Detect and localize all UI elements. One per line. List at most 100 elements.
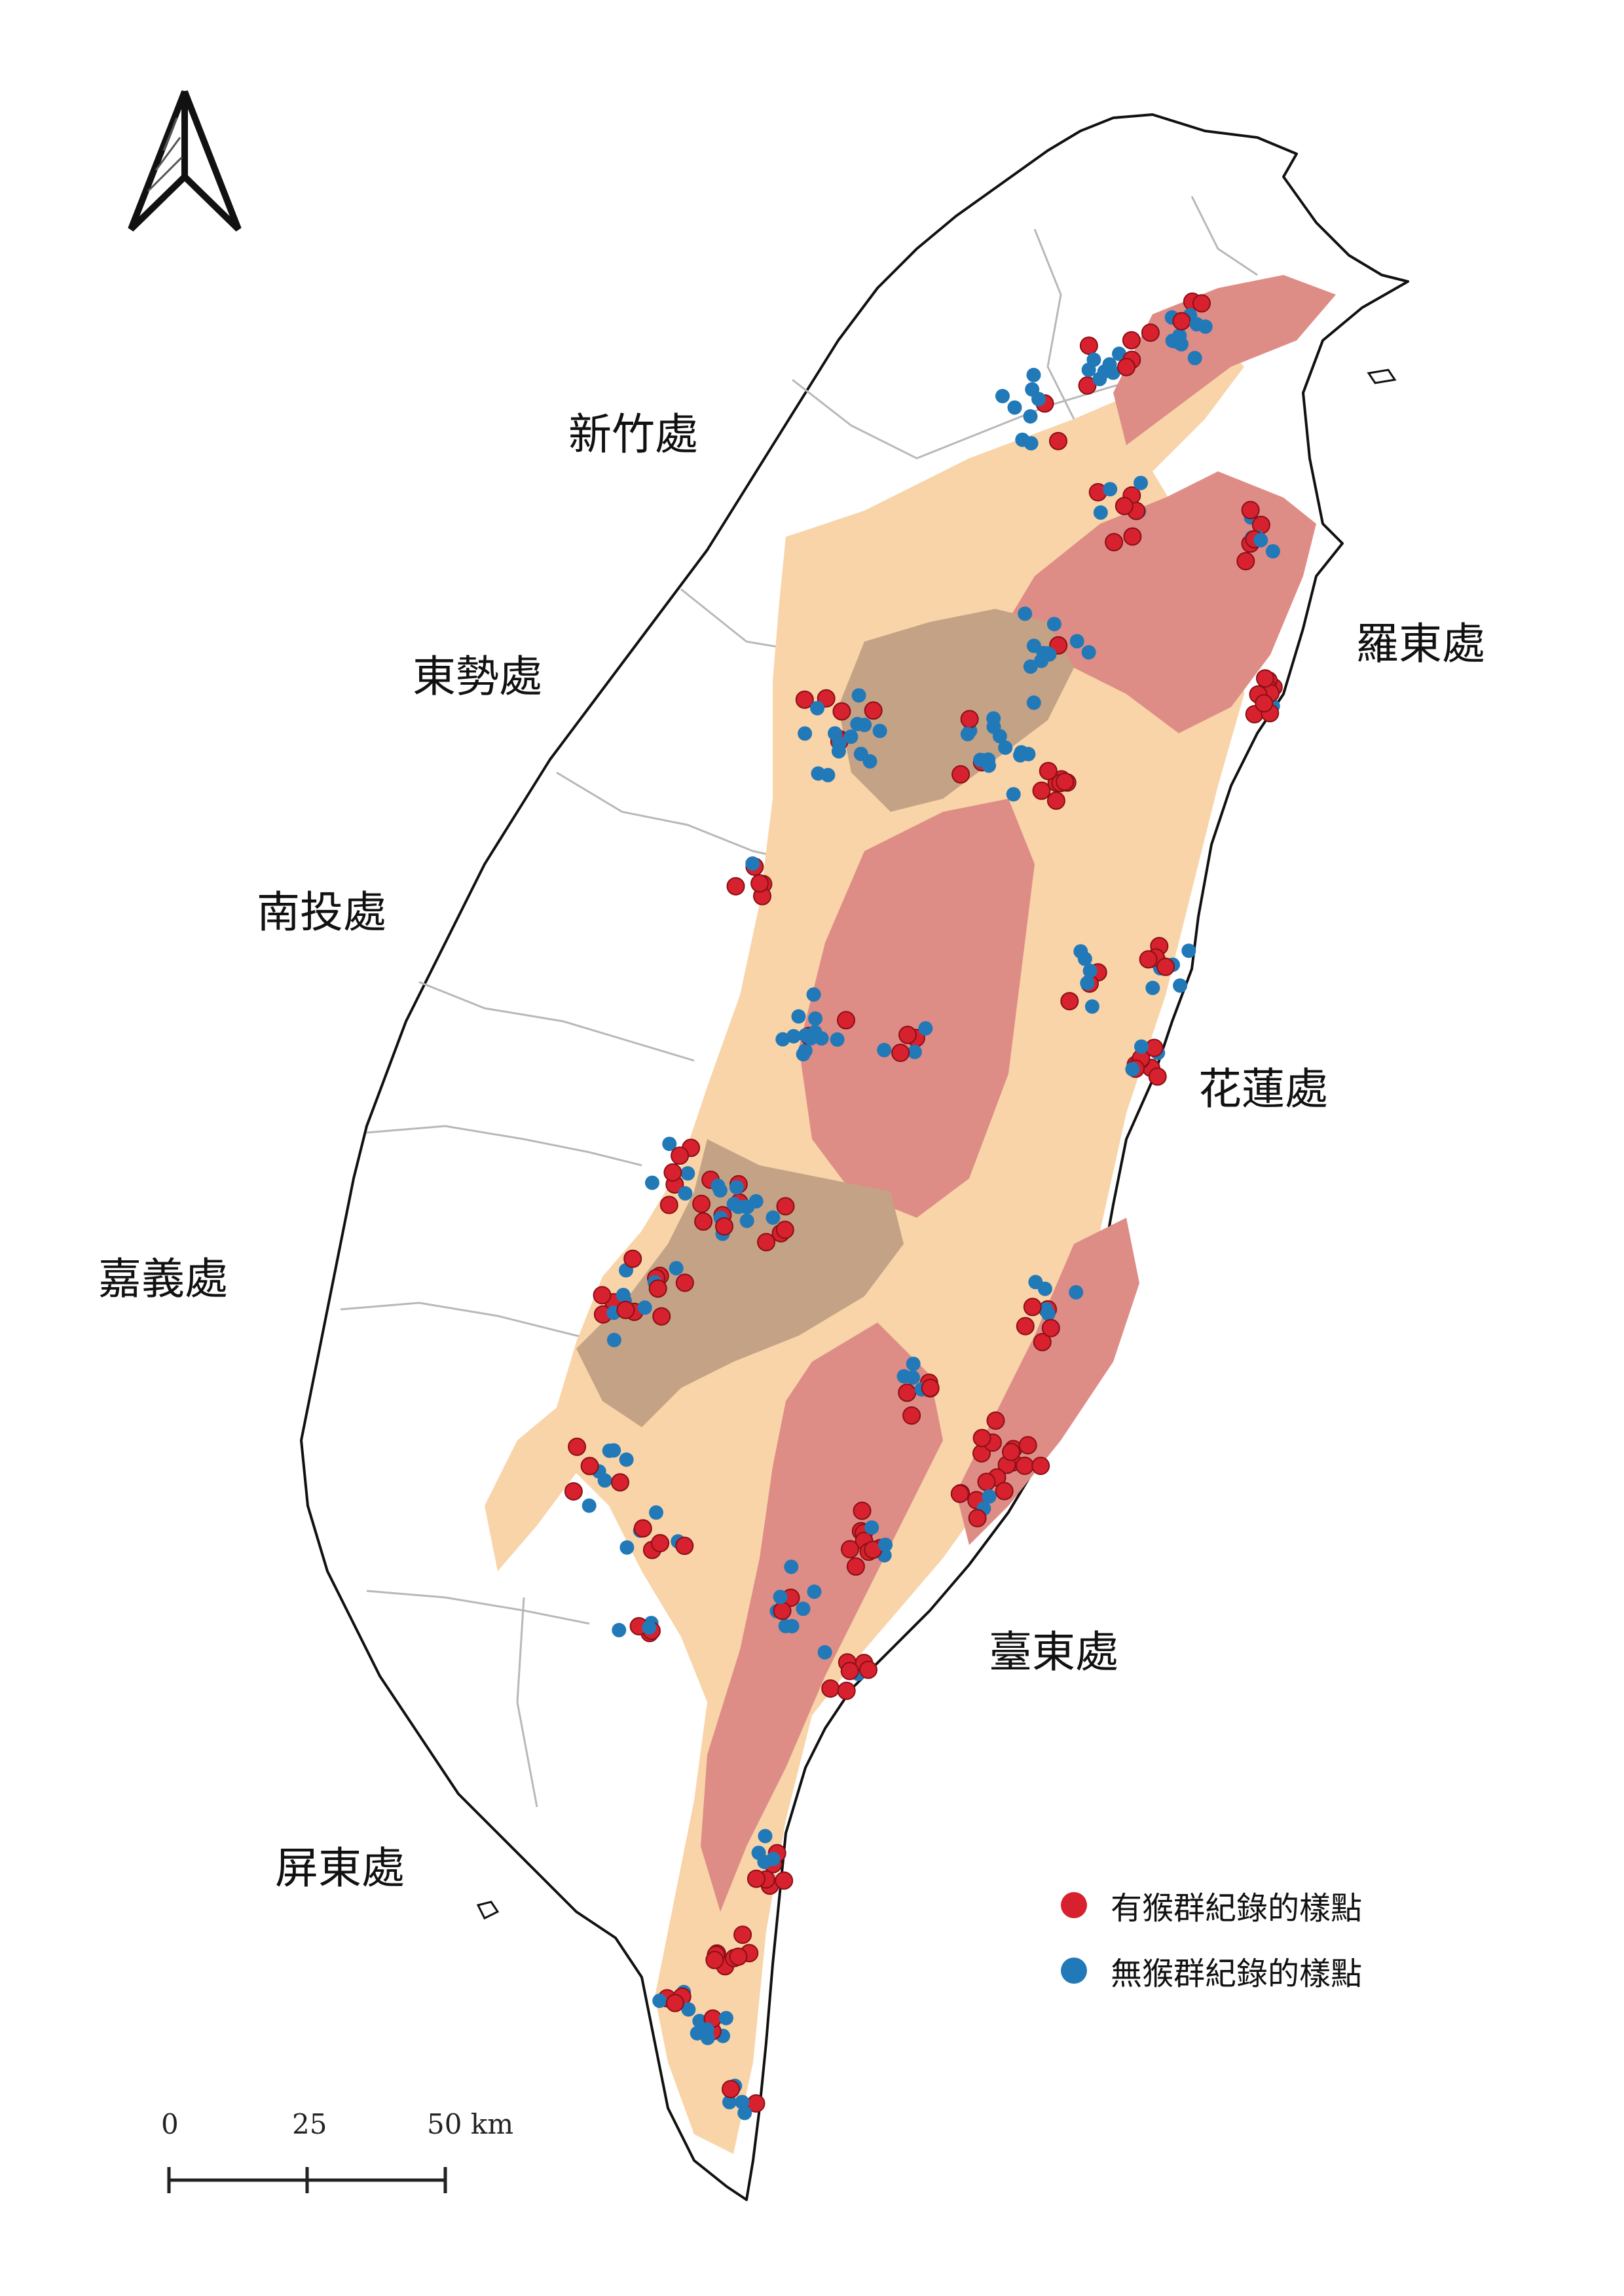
present-point	[611, 1473, 629, 1492]
absent-point	[1134, 1039, 1149, 1054]
present-point	[726, 877, 745, 896]
present-point	[837, 1681, 856, 1700]
absent-point	[810, 701, 825, 716]
present-point	[859, 1660, 877, 1679]
islet	[1367, 369, 1397, 384]
absent-point	[878, 1537, 893, 1552]
absent-point	[1093, 505, 1108, 520]
absent-point	[1187, 350, 1202, 365]
absent-point	[581, 1498, 597, 1513]
absent-point	[808, 1011, 823, 1026]
absent-point	[766, 1851, 781, 1867]
absent-point	[1173, 978, 1188, 993]
present-point	[853, 1501, 872, 1520]
absent-point	[1189, 317, 1204, 332]
absent-point	[1069, 1285, 1084, 1300]
present-point	[1032, 781, 1051, 800]
absent-point	[773, 1590, 788, 1605]
forest-zone-red	[995, 471, 1316, 733]
present-point	[775, 1220, 794, 1239]
forest-zone-brown	[838, 609, 1074, 812]
present-point	[1255, 694, 1274, 713]
present-point	[692, 1194, 711, 1213]
absent-point	[1026, 695, 1041, 710]
present-point	[593, 1286, 612, 1305]
absent-point	[612, 1622, 627, 1637]
absent-point	[906, 1357, 921, 1372]
legend-item-absent: 無猴群紀錄的樣點	[1061, 1938, 1362, 2003]
region-label-hsinchu: 新竹處	[568, 409, 698, 460]
absent-point	[680, 1166, 695, 1181]
absent-point	[1174, 337, 1189, 352]
present-point	[1018, 1436, 1037, 1455]
islet	[476, 1901, 500, 1920]
present-point	[995, 1482, 1014, 1501]
region-label-taitung: 臺東處	[989, 1627, 1118, 1677]
present-point	[1117, 357, 1135, 376]
present-point	[1241, 501, 1260, 520]
region-label-dongshi: 東勢處	[413, 651, 542, 702]
absent-point	[830, 1032, 845, 1047]
present-point	[1139, 950, 1158, 969]
present-point	[1148, 1067, 1167, 1086]
absent-point	[807, 1584, 822, 1599]
absent-point	[1041, 1306, 1056, 1321]
present-point	[951, 765, 970, 784]
legend-item-present: 有猴群紀錄的樣點	[1061, 1872, 1362, 1938]
legend-label: 無猴群紀錄的樣點	[1111, 1956, 1363, 1992]
present-point	[1046, 792, 1065, 810]
absent-point	[851, 688, 866, 703]
present-point	[972, 1429, 991, 1448]
region-label-pingtung: 屏東處	[275, 1843, 405, 1893]
absent-point	[669, 1261, 684, 1276]
absent-point	[1023, 659, 1038, 674]
region-label-luodong: 羅東處	[1356, 619, 1485, 669]
absent-point	[1103, 482, 1118, 497]
present-point	[1141, 323, 1160, 342]
absent-point	[791, 1009, 806, 1024]
absent-point	[739, 1213, 754, 1228]
present-point	[1002, 1442, 1020, 1461]
present-point	[1078, 376, 1097, 395]
present-point	[977, 1472, 996, 1491]
absent-point	[1145, 981, 1160, 995]
present-point	[1105, 533, 1124, 552]
absent-point	[1082, 963, 1098, 978]
absent-point	[712, 1183, 728, 1198]
absent-point	[832, 736, 847, 751]
present-point	[663, 1163, 682, 1182]
present-point	[675, 1537, 694, 1556]
absent-point	[918, 1021, 933, 1036]
absent-point	[1026, 367, 1041, 382]
present-point	[840, 1662, 859, 1681]
present-point	[968, 1508, 987, 1527]
absent-point	[722, 2094, 737, 2109]
absent-point	[1015, 432, 1030, 447]
absent-point	[1006, 787, 1021, 802]
absent-point	[1265, 544, 1280, 559]
admin-boundaries	[340, 196, 1258, 1808]
absent-point	[652, 1994, 667, 2009]
present-point	[1033, 1333, 1052, 1351]
forest-zone-red	[701, 1322, 943, 1912]
present-point	[747, 1869, 766, 1888]
absent-point	[896, 1369, 912, 1384]
present-point	[1172, 312, 1191, 331]
present-point	[648, 1279, 667, 1298]
present-point	[652, 1307, 671, 1326]
absent-point	[1084, 999, 1099, 1014]
absent-point-icon	[1061, 1958, 1087, 1984]
present-point	[1123, 527, 1142, 546]
present-point	[1041, 1319, 1060, 1338]
absent-point	[811, 766, 826, 781]
present-point	[623, 1249, 642, 1268]
present-point	[729, 1947, 748, 1966]
absent-point	[700, 2030, 715, 2045]
absent-point	[1086, 352, 1101, 367]
absent-point	[1097, 364, 1112, 379]
boundary-line	[1033, 228, 1075, 420]
scale-bar	[167, 2167, 447, 2193]
absent-point	[1021, 746, 1036, 761]
absent-point	[737, 2105, 752, 2121]
present-point	[722, 2080, 740, 2098]
